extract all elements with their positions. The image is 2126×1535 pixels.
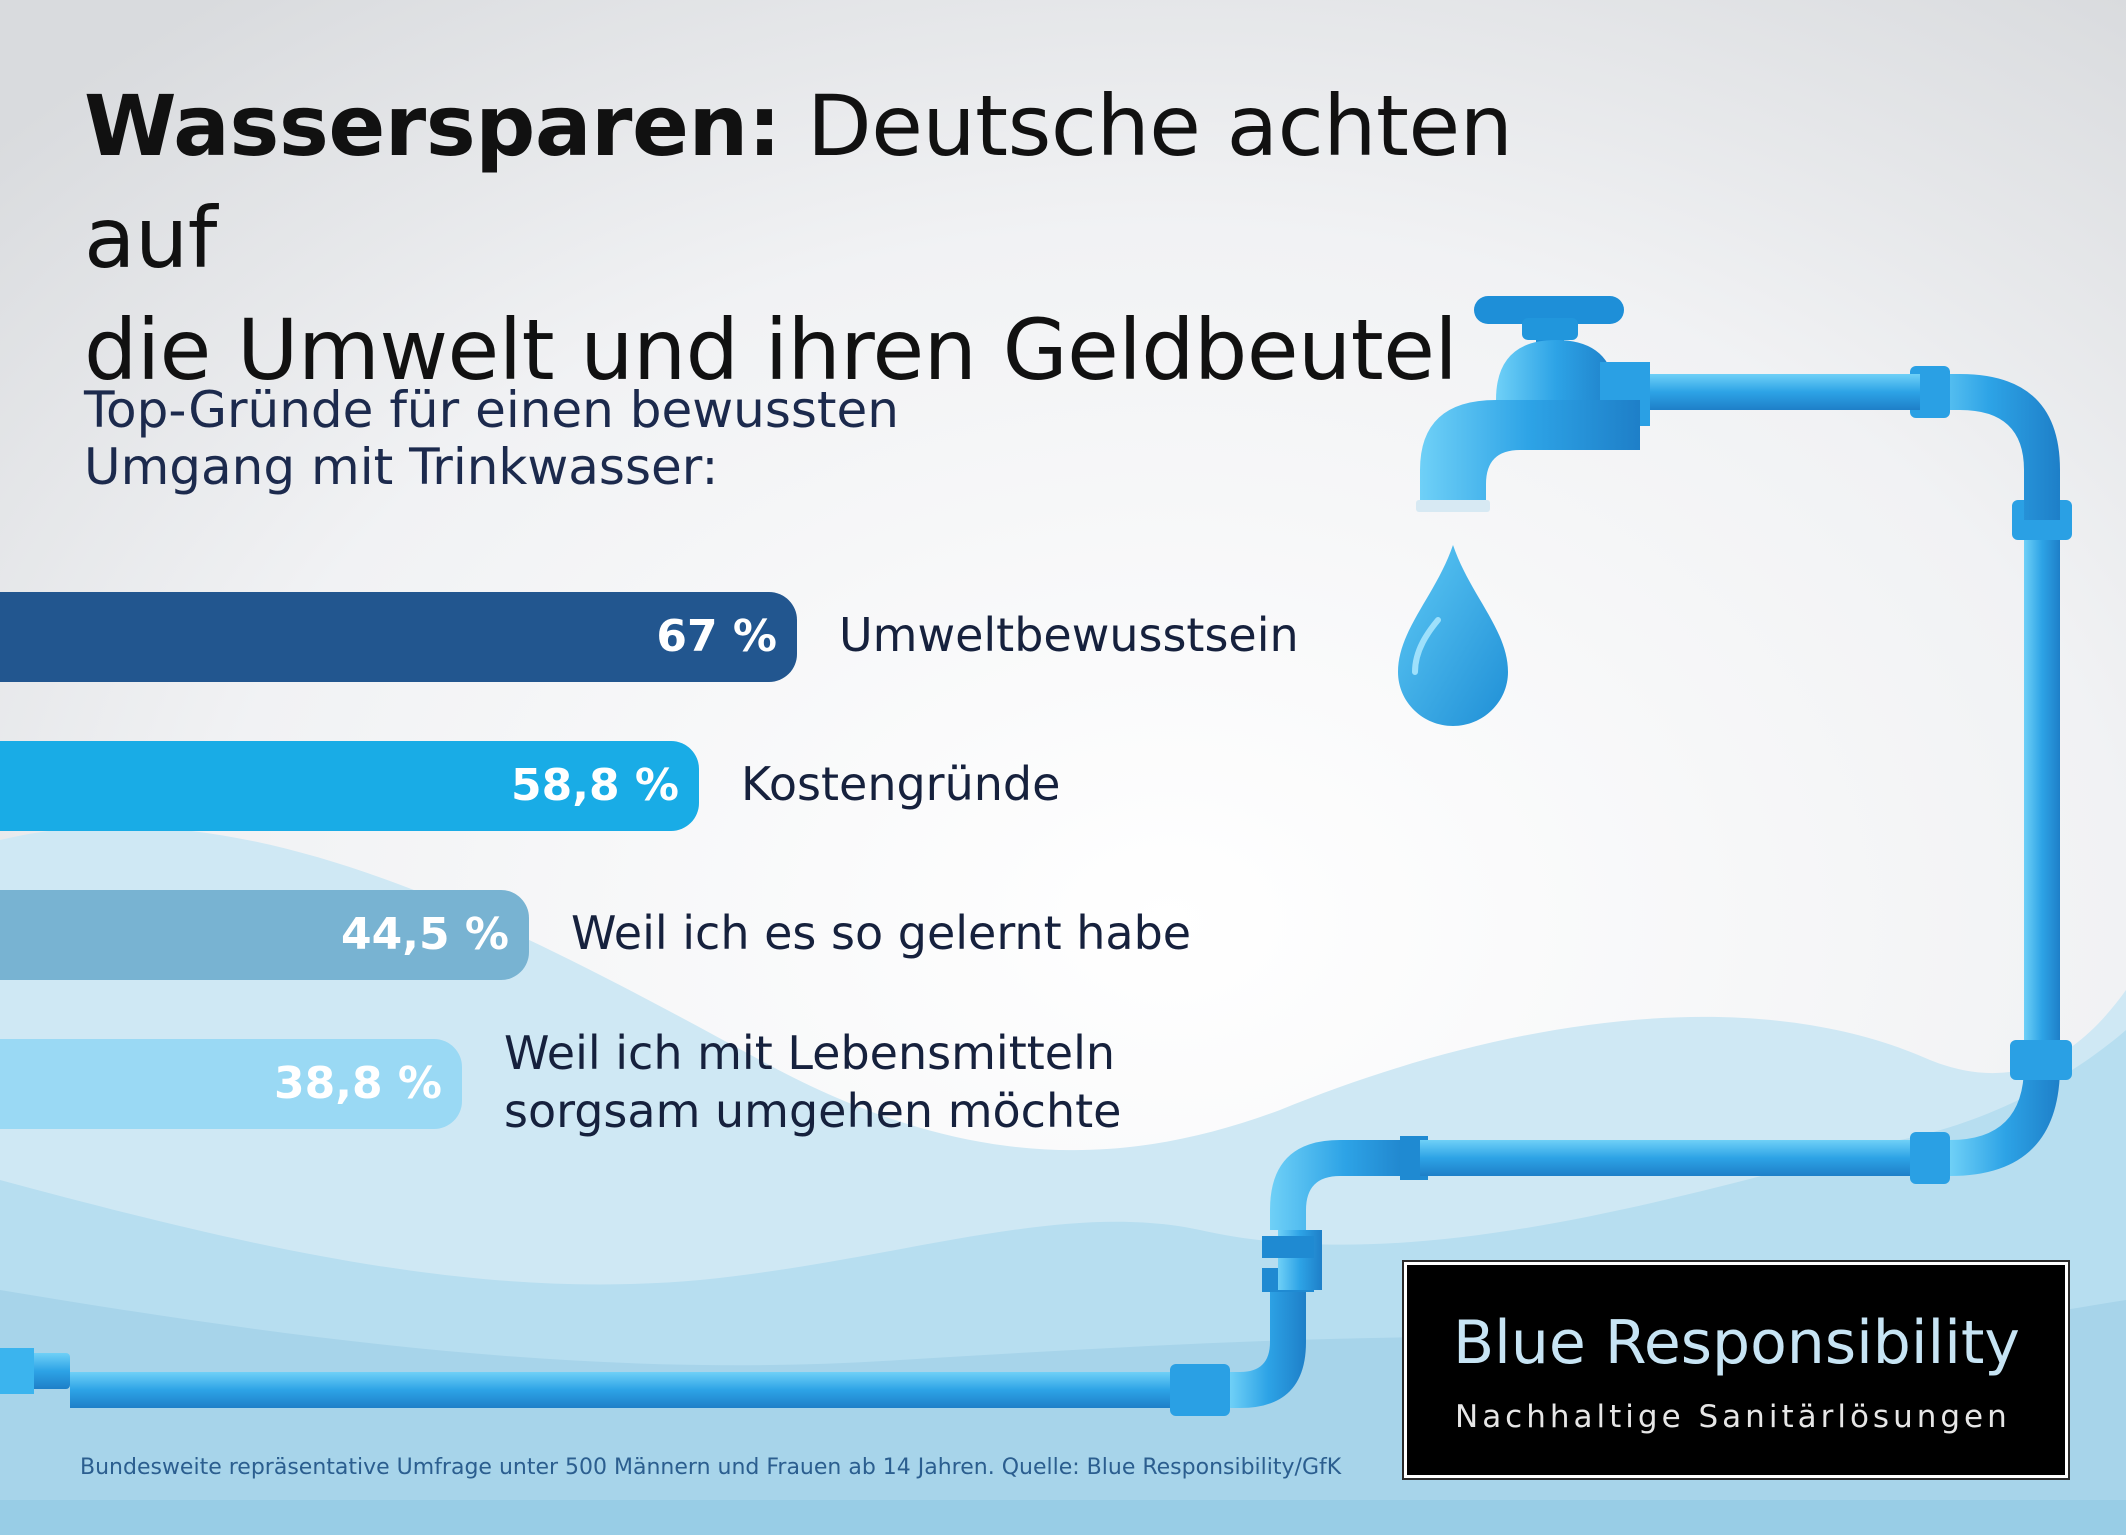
title-line1-rest: Deutsche achten auf (84, 77, 1513, 287)
bar-value-label: 58,8 % (511, 760, 679, 811)
bar-value-label: 44,5 % (341, 909, 509, 960)
title-bold: Wassersparen: (84, 77, 781, 175)
water-drop-icon (1398, 545, 1508, 726)
brand-logo: Blue Responsibility Nachhaltige Sanitärl… (1404, 1262, 2068, 1478)
bar-category-label: Weil ich mit Lebensmitteln sorgsam umgeh… (504, 1026, 1122, 1138)
bar-3: 44,5 % (0, 890, 529, 980)
title-line2: die Umwelt und ihren Geldbeutel (84, 301, 1458, 399)
bar-value-label: 38,8 % (274, 1058, 442, 1109)
brand-name: Blue Responsibility (1453, 1308, 2020, 1378)
pipe-icon (0, 366, 2072, 1416)
bar-category-label: Weil ich es so gelernt habe (571, 906, 1192, 960)
bar-category-label: Umweltbewusstsein (839, 608, 1299, 662)
water-tap-icon (1416, 296, 1650, 512)
page-title: Wassersparen: Deutsche achten auf die Um… (84, 70, 1544, 406)
bar-4: 38,8 % (0, 1039, 462, 1129)
bar-value-label: 67 % (656, 611, 777, 662)
bar-category-label: Kostengründe (741, 757, 1061, 811)
bar-1: 67 % (0, 592, 797, 682)
brand-tagline: Nachhaltige Sanitärlösungen (1455, 1399, 2011, 1435)
bar-2: 58,8 % (0, 741, 699, 831)
footnote: Bundesweite repräsentative Umfrage unter… (80, 1455, 1342, 1480)
chart-subtitle: Top-Gründe für einen bewussten Umgang mi… (84, 381, 899, 496)
